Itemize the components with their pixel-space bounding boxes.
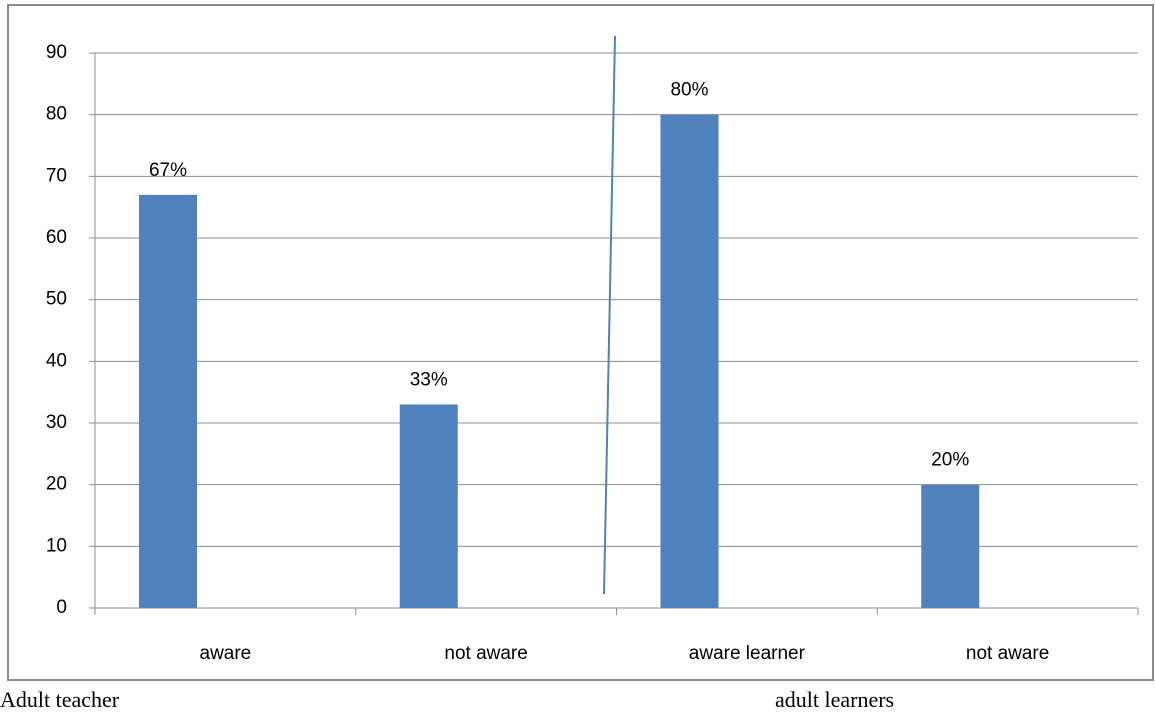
y-tick-label: 0 — [56, 597, 67, 618]
y-tick-label: 20 — [46, 474, 67, 495]
x-tick-label: not aware — [966, 643, 1049, 664]
right-caption: adult learners — [775, 687, 894, 712]
bar — [921, 484, 980, 608]
bar — [399, 404, 458, 608]
y-tick-label: 60 — [46, 227, 67, 248]
y-tick-label: 10 — [46, 535, 67, 556]
left-caption: Adult teacher — [0, 687, 120, 712]
data-label: 80% — [670, 80, 708, 101]
y-tick-label: 70 — [46, 165, 67, 186]
y-tick-label: 40 — [46, 350, 67, 371]
bar — [660, 114, 719, 609]
y-tick-label: 50 — [46, 289, 67, 310]
bar — [139, 194, 197, 609]
x-tick-label: not aware — [444, 643, 527, 664]
data-label: 20% — [931, 450, 969, 471]
data-label: 67% — [149, 160, 187, 181]
y-tick-label: 30 — [46, 412, 67, 433]
y-tick-label: 90 — [46, 42, 67, 63]
x-tick-label: aware learner — [689, 643, 806, 664]
separator-line — [603, 35, 616, 595]
data-label: 33% — [410, 370, 448, 391]
y-tick-label: 80 — [46, 104, 67, 125]
x-tick-label: aware — [200, 643, 252, 664]
